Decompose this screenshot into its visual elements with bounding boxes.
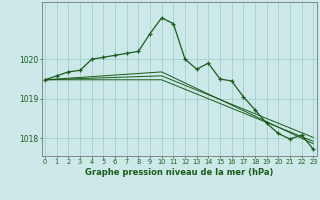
X-axis label: Graphe pression niveau de la mer (hPa): Graphe pression niveau de la mer (hPa) (85, 168, 273, 177)
